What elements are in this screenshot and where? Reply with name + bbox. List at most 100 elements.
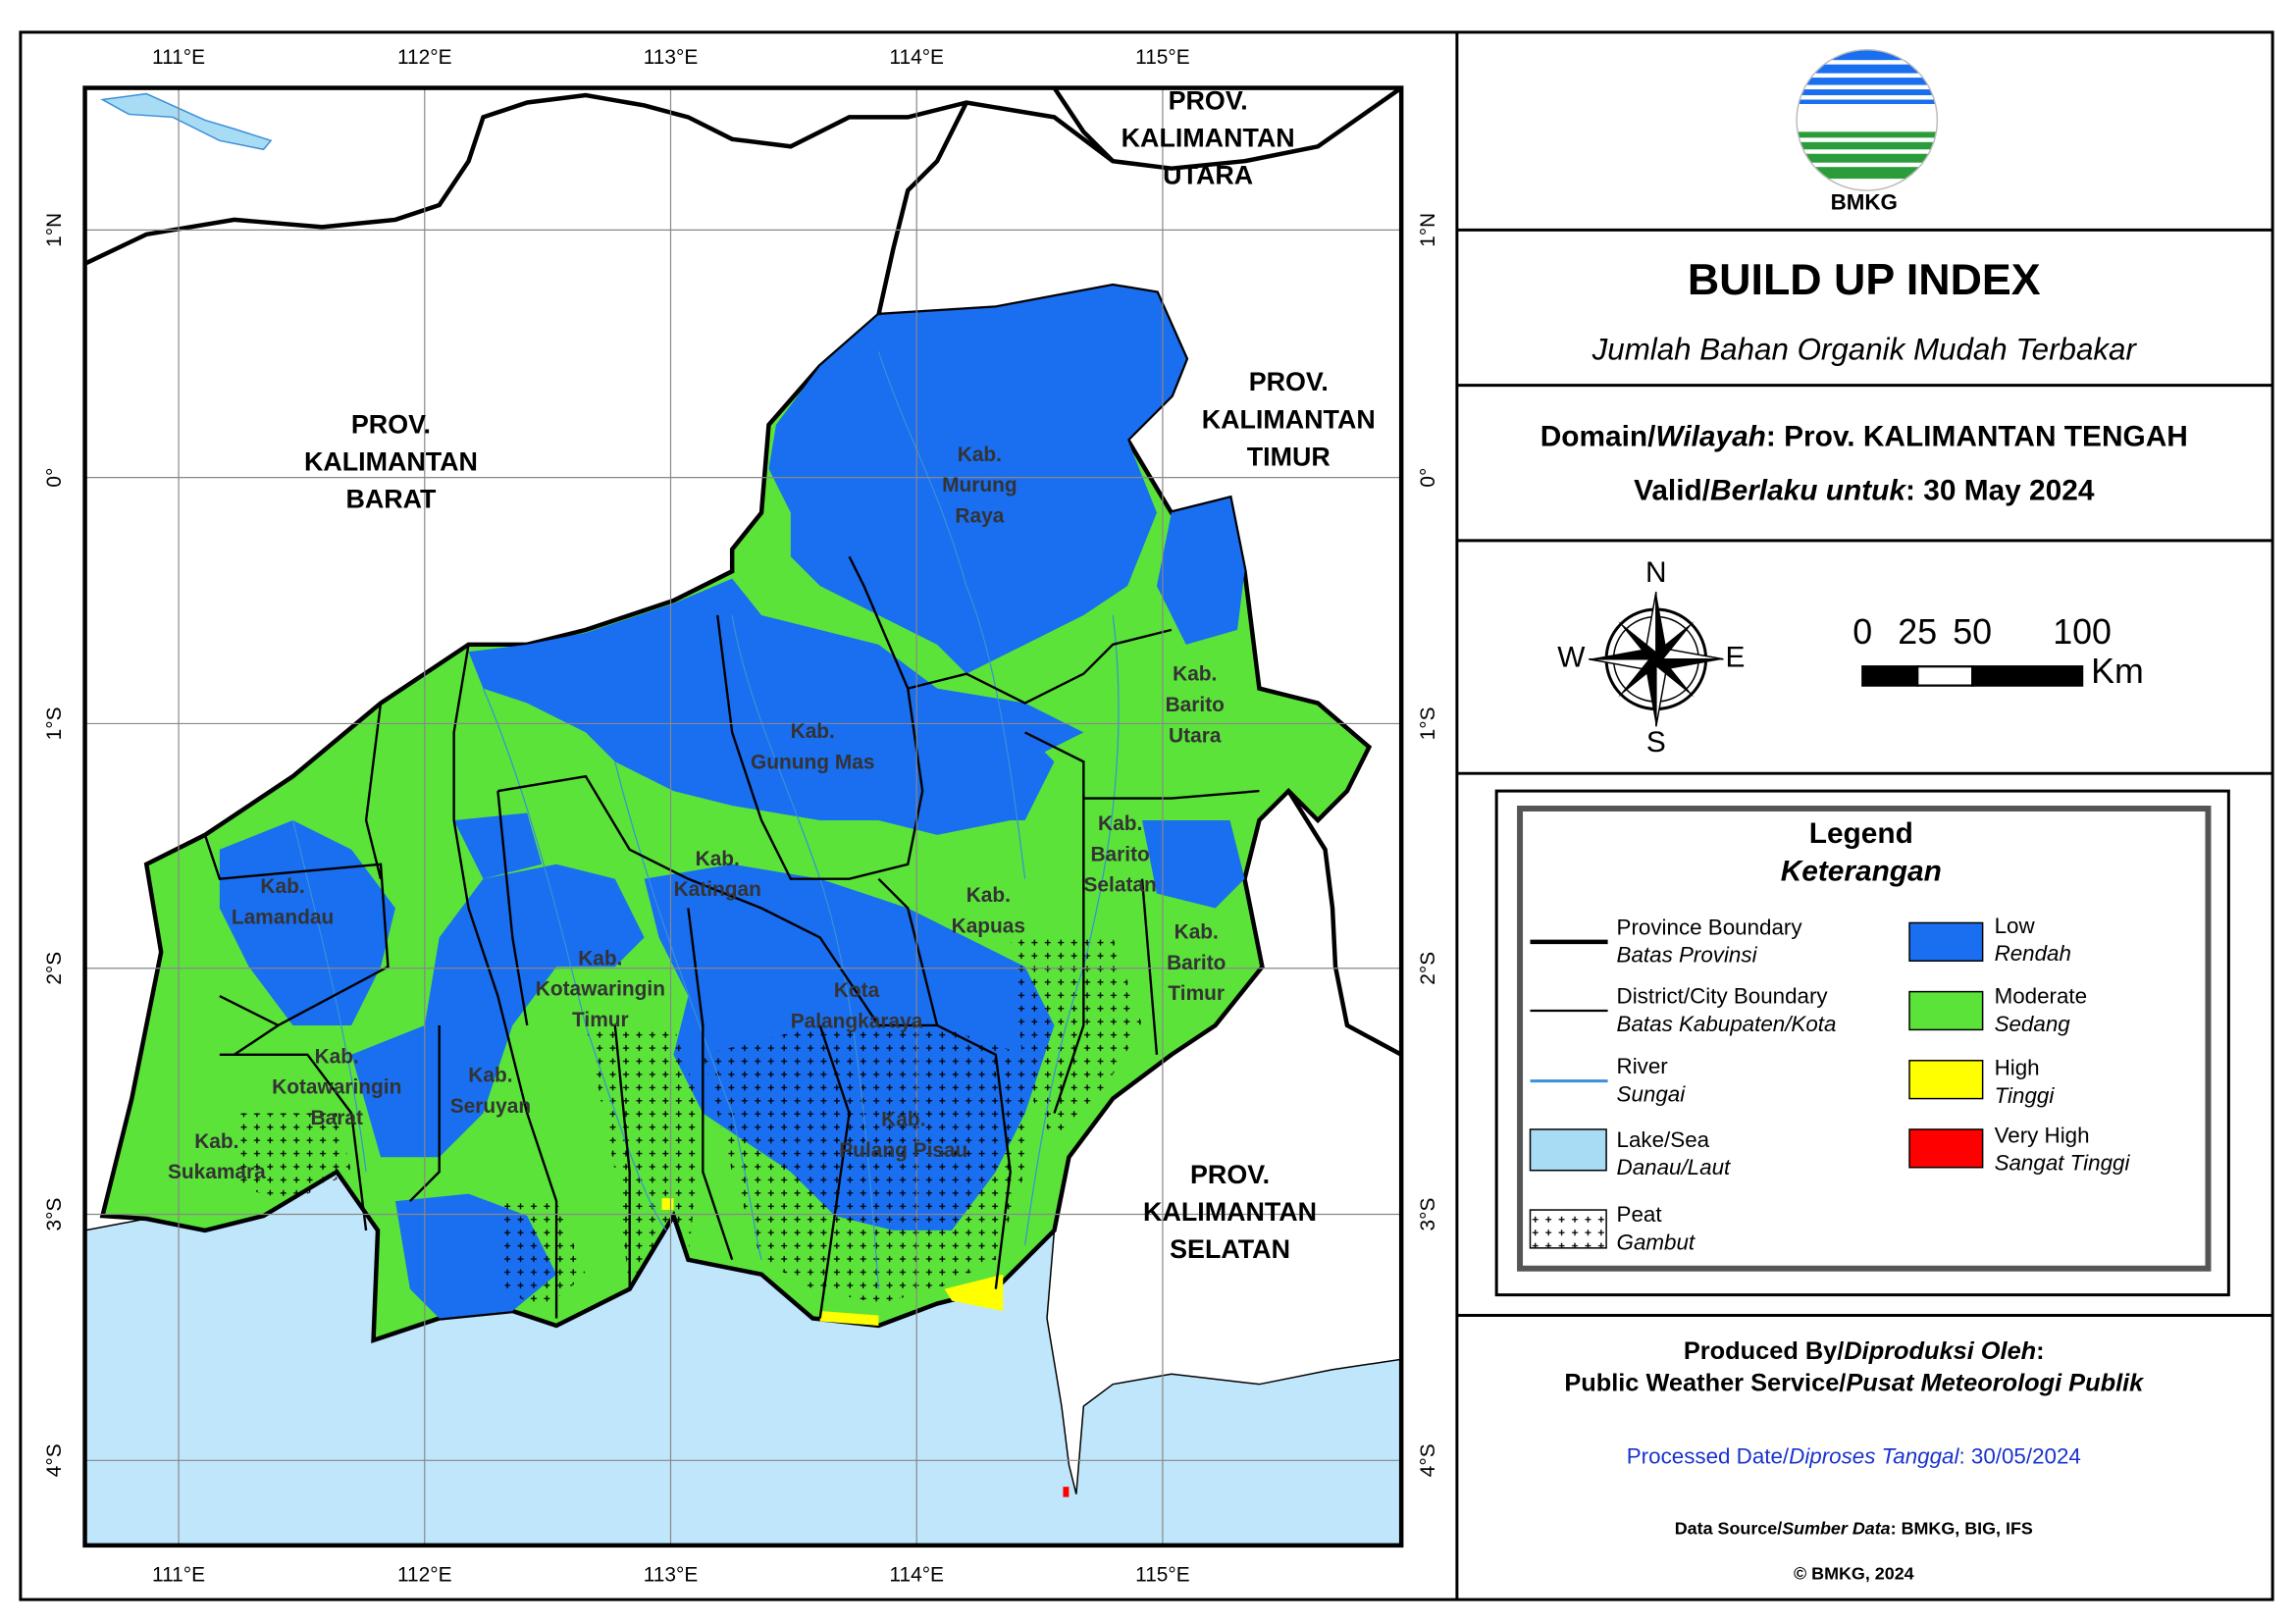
producer-label-id: Pusat Meteorologi Publik xyxy=(1846,1369,2145,1396)
compass-s: S xyxy=(1646,726,1666,759)
lon-label-bottom: 113°E xyxy=(644,1564,699,1587)
legend-box xyxy=(1494,789,2230,1297)
map-shape xyxy=(203,834,390,1056)
map-shape xyxy=(614,761,762,1260)
lat-label-right: 1°N xyxy=(1417,213,1439,247)
map-shape xyxy=(1797,131,1938,138)
source-value: : BMKG, BIG, IFS xyxy=(1891,1518,2033,1538)
panel-rules xyxy=(1456,228,2273,1318)
lon-label-bottom: 114°E xyxy=(889,1564,944,1587)
district-label: Pulang Pisau xyxy=(839,1139,967,1162)
map-shape xyxy=(1908,921,1984,963)
legend-label: District/City Boundary xyxy=(1617,983,1829,1008)
map-shape xyxy=(1797,49,1938,61)
map-shape xyxy=(1140,878,1159,1055)
legend-label-id: Sangat Tinggi xyxy=(1995,1151,2131,1176)
map-shape xyxy=(482,688,667,1231)
province-label: KALIMANTAN xyxy=(1143,1197,1317,1227)
compass-n: N xyxy=(1645,556,1667,589)
map-shape xyxy=(1797,78,1938,85)
district-label: Kab. xyxy=(194,1130,238,1153)
legend-label-id: Rendah xyxy=(1995,941,2071,966)
map-shape xyxy=(1908,990,1984,1031)
lat-label-right: 2°S xyxy=(1417,952,1439,985)
produced-label-id: Diproduksi Oleh xyxy=(1844,1337,2036,1365)
map-shape xyxy=(1286,789,1402,1057)
lat-label-left: 1°S xyxy=(43,707,66,740)
legend-subtitle: Keterangan xyxy=(1781,856,1942,888)
map-shape xyxy=(731,614,880,1289)
map-shape xyxy=(703,1024,1025,1304)
province-label: UTARA xyxy=(1163,161,1253,190)
valid-line: Valid/Berlaku untuk: 30 May 2024 xyxy=(1634,474,2095,506)
legend-label-id: Tinggi xyxy=(1995,1083,2056,1108)
province-label: PROV. xyxy=(1190,1160,1270,1189)
legend-title: Legend xyxy=(1809,817,1913,850)
map-shape xyxy=(409,1024,441,1202)
district-label: Kab. xyxy=(791,720,835,743)
scale-tick-label: 0 xyxy=(1852,612,1872,652)
district-label: Kab. xyxy=(260,875,304,898)
copyright: © BMKG, 2024 xyxy=(1794,1563,1914,1583)
map-shape xyxy=(1618,620,1695,698)
map-shape xyxy=(496,790,529,1026)
lon-label-top: 115°E xyxy=(1135,46,1190,69)
district-label: Kotawaringin xyxy=(536,978,665,1001)
district-label: Kab. xyxy=(578,947,622,969)
province-label: KALIMANTAN xyxy=(304,447,478,477)
processed-value: : 30/05/2024 xyxy=(1958,1443,2080,1468)
bmkg-logo xyxy=(1796,49,1939,191)
map-shape xyxy=(1797,64,1938,74)
logo-text: BMKG xyxy=(1831,189,1898,214)
map-shape xyxy=(1063,1487,1070,1497)
map-shape xyxy=(364,703,383,879)
district-label: Barito xyxy=(1090,843,1149,865)
map-shape xyxy=(203,555,1260,1319)
scale-tick-label: 100 xyxy=(2053,612,2112,652)
district-label: Kab. xyxy=(696,848,740,870)
map-shape xyxy=(1797,153,1938,163)
map-shape xyxy=(468,578,1084,835)
compass-w: W xyxy=(1557,642,1586,674)
district-label: Palangkaraya xyxy=(791,1010,923,1032)
province-label: SELATAN xyxy=(1170,1234,1290,1264)
map-shape xyxy=(877,877,939,1026)
map-shape xyxy=(219,995,280,1027)
lon-label-bottom: 112°E xyxy=(397,1564,452,1587)
map-shape xyxy=(1024,731,1085,1114)
legend-label-id: Batas Kabupaten/Kota xyxy=(1617,1012,1837,1036)
district-label: Katingan xyxy=(674,878,761,901)
lat-label-left: 1°N xyxy=(43,213,66,247)
map-shape xyxy=(1797,141,1938,150)
province-label: BARAT xyxy=(345,485,437,514)
map-shape xyxy=(1908,1060,1984,1100)
map-labels: 111°E 111°E 112°E 112°E 113°E 113°E 114°E 114°E… xyxy=(43,46,1439,1587)
map-shape xyxy=(219,819,395,1025)
map-shape xyxy=(234,937,1143,1312)
lat-label-left: 3°S xyxy=(43,1198,66,1231)
map-shape xyxy=(1052,87,1115,163)
map-shape xyxy=(234,1113,352,1202)
legend-inner xyxy=(1517,806,2212,1272)
scale-tick-label: 25 xyxy=(1898,612,1937,652)
map-shape xyxy=(818,1024,851,1319)
legend-label: Lake/Sea xyxy=(1617,1127,1710,1152)
district-label: Barito xyxy=(1166,694,1225,716)
lat-label-left: 4°S xyxy=(43,1443,66,1477)
produced-label: Produced By/ xyxy=(1684,1337,1844,1365)
map-shape xyxy=(1797,167,1938,180)
map-shape xyxy=(877,351,1026,879)
source-label-id: Sumber Data xyxy=(1782,1518,1890,1538)
district-label: Kab. xyxy=(468,1065,512,1087)
district-label: Raya xyxy=(955,504,1004,527)
compass-e: E xyxy=(1725,642,1745,674)
map-shape xyxy=(497,774,1012,1289)
subtitle: Jumlah Bahan Organik Mudah Terbakar xyxy=(1592,333,2138,367)
map-shape xyxy=(613,1024,631,1289)
produced-line: Produced By/Diproduksi Oleh: xyxy=(1684,1337,2045,1365)
produced-suffix: : xyxy=(2036,1337,2044,1365)
map-shape xyxy=(1796,49,1939,191)
district-label: Seruyan xyxy=(450,1095,531,1118)
